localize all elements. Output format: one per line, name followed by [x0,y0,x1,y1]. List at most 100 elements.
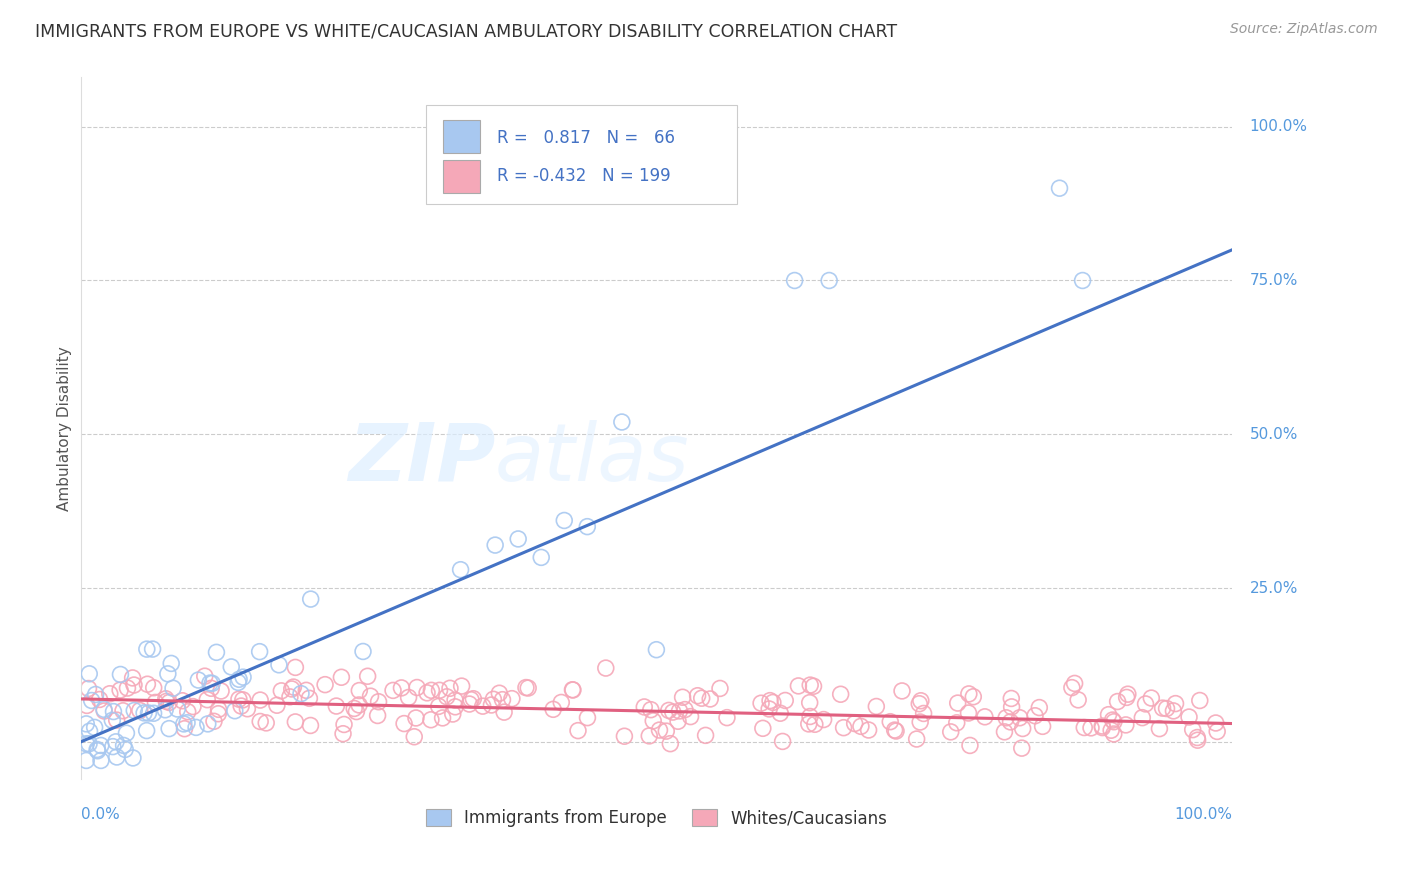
Point [270,683,292,698]
Point [267,657,290,672]
Point [138,706,160,720]
Point [398,690,420,705]
Point [1060,681,1083,695]
Point [716,711,738,725]
Point [758,702,780,716]
Point [879,714,901,729]
Text: R = -0.432   N = 199: R = -0.432 N = 199 [498,167,671,185]
Point [219,660,242,674]
Text: 75.0%: 75.0% [1250,273,1298,288]
Point [645,642,668,657]
Point [290,687,312,701]
Point [515,681,537,695]
Point [517,681,540,695]
Point [773,693,796,707]
Point [648,723,671,737]
Point [232,693,254,707]
Point [405,711,427,725]
Point [160,657,183,671]
Point [392,716,415,731]
Point [799,696,821,710]
Point [391,681,413,695]
Point [662,705,685,719]
Point [77,737,100,751]
Point [93,704,115,718]
Point [884,724,907,739]
Point [450,563,472,577]
Point [325,699,347,714]
Point [883,723,905,737]
Point [541,702,564,716]
Point [367,695,389,709]
Point [1000,699,1022,714]
Point [404,730,426,744]
Point [197,717,219,731]
Point [135,642,157,657]
Point [112,739,135,753]
Point [128,704,150,718]
Point [1152,701,1174,715]
Point [419,713,441,727]
Point [284,660,307,674]
Point [84,688,107,702]
Point [908,697,931,711]
Point [655,724,678,739]
Point [762,695,785,709]
Point [142,706,165,721]
Point [803,679,825,693]
Point [957,687,980,701]
Point [659,737,682,751]
Point [157,722,180,736]
Point [830,687,852,701]
Point [787,679,810,693]
Point [98,687,121,701]
Point [444,699,467,714]
Point [166,702,188,716]
Point [295,683,318,698]
Point [633,700,655,714]
Point [562,683,585,698]
Point [356,669,378,683]
Point [224,704,246,718]
Point [905,732,928,747]
Point [330,670,353,684]
Point [172,694,194,708]
Point [1140,691,1163,706]
Point [471,699,494,714]
Point [1097,707,1119,722]
Point [1091,721,1114,735]
Point [101,714,124,728]
Point [181,699,204,714]
Point [1063,676,1085,690]
Point [202,714,225,729]
Point [772,734,794,748]
Point [281,681,304,696]
Point [1011,722,1033,736]
Point [117,681,139,695]
Point [209,684,232,698]
Point [550,695,572,709]
Point [671,690,693,705]
Point [382,683,405,698]
Point [709,681,731,696]
Point [844,716,866,731]
Point [1032,719,1054,733]
Point [1067,693,1090,707]
Point [491,692,513,706]
Point [75,717,97,731]
Point [1187,733,1209,747]
Point [298,691,321,706]
Point [638,729,661,743]
Point [1107,694,1129,708]
Point [284,714,307,729]
Point [1178,710,1201,724]
Point [1028,700,1050,714]
Point [226,675,249,690]
Point [439,681,461,696]
Point [114,742,136,756]
Point [77,681,100,696]
Text: ZIP: ZIP [347,420,495,498]
Point [484,538,506,552]
Point [458,697,481,711]
Point [173,717,195,731]
